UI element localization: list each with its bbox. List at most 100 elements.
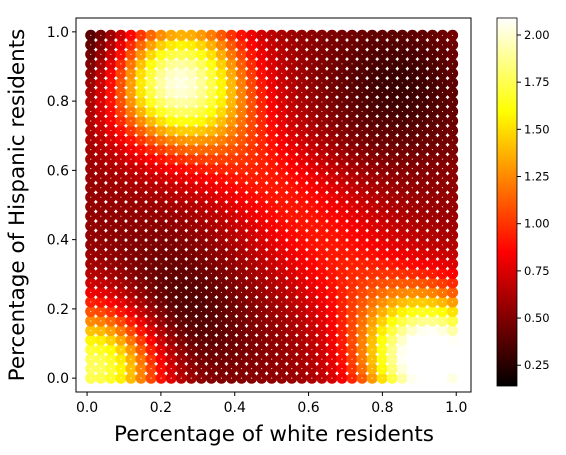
grid-marker	[271, 72, 273, 75]
grid-marker	[331, 168, 333, 170]
grid-marker	[291, 82, 293, 84]
grid-marker	[100, 320, 102, 322]
grid-marker	[411, 72, 413, 75]
grid-marker	[90, 272, 92, 274]
grid-marker	[311, 234, 313, 236]
grid-marker	[431, 91, 434, 94]
grid-marker	[180, 91, 182, 94]
grid-marker	[391, 263, 393, 265]
grid-marker	[351, 215, 353, 217]
grid-marker	[291, 72, 293, 75]
grid-marker	[90, 101, 92, 103]
grid-marker	[311, 244, 313, 246]
grid-marker	[240, 34, 243, 36]
colorbar-tick-label: 0.25	[524, 358, 550, 372]
grid-marker	[200, 63, 202, 65]
grid-marker	[371, 263, 373, 265]
grid-marker	[140, 206, 142, 208]
grid-marker	[441, 158, 444, 160]
grid-marker	[230, 148, 233, 151]
grid-marker	[401, 187, 403, 189]
grid-marker	[190, 320, 192, 322]
grid-marker	[421, 206, 423, 208]
grid-marker	[120, 177, 122, 179]
grid-marker	[200, 225, 202, 227]
grid-marker	[411, 63, 413, 65]
grid-marker	[150, 139, 152, 141]
grid-marker	[130, 196, 132, 198]
grid-marker	[391, 129, 393, 132]
grid-marker	[421, 282, 423, 284]
grid-marker	[140, 82, 142, 84]
grid-marker	[190, 348, 192, 351]
grid-marker	[90, 320, 92, 322]
grid-marker	[160, 101, 162, 103]
grid-marker	[351, 272, 353, 274]
grid-marker	[411, 129, 413, 132]
grid-marker	[391, 282, 393, 284]
grid-marker	[371, 72, 373, 75]
grid-marker	[381, 82, 383, 84]
grid-marker	[281, 368, 283, 370]
grid-marker	[451, 377, 454, 379]
grid-marker	[311, 368, 313, 370]
grid-marker	[391, 368, 393, 370]
grid-marker	[361, 53, 363, 55]
grid-marker	[391, 301, 393, 303]
grid-marker	[401, 377, 403, 379]
grid-marker	[110, 101, 112, 103]
grid-marker	[150, 348, 152, 351]
x-tick-label: 0.2	[150, 400, 172, 416]
grid-marker	[160, 63, 162, 65]
grid-marker	[100, 206, 102, 208]
grid-marker	[341, 310, 343, 313]
grid-marker	[230, 82, 233, 84]
grid-marker	[321, 215, 323, 217]
grid-marker	[401, 282, 403, 284]
grid-marker	[341, 110, 343, 113]
grid-marker	[110, 206, 112, 208]
grid-marker	[361, 272, 363, 274]
grid-marker	[351, 72, 353, 75]
grid-marker	[210, 301, 212, 303]
grid-marker	[190, 244, 192, 246]
grid-marker	[341, 34, 343, 36]
grid-marker	[240, 129, 243, 132]
grid-marker	[180, 101, 182, 103]
grid-marker	[90, 139, 92, 141]
grid-marker	[421, 215, 423, 217]
grid-marker	[441, 187, 444, 189]
grid-marker	[200, 282, 202, 284]
grid-marker	[240, 244, 243, 246]
grid-marker	[180, 234, 182, 236]
grid-marker	[331, 368, 333, 370]
grid-marker	[250, 320, 253, 322]
grid-marker	[90, 168, 92, 170]
grid-marker	[411, 253, 413, 255]
grid-marker	[401, 34, 403, 36]
grid-marker	[411, 339, 413, 341]
grid-marker	[331, 129, 333, 132]
grid-marker	[301, 120, 303, 122]
grid-marker	[250, 244, 253, 246]
grid-marker	[361, 329, 363, 332]
grid-marker	[90, 82, 92, 84]
grid-marker	[321, 358, 323, 360]
grid-marker	[210, 120, 212, 122]
grid-marker	[90, 158, 92, 160]
grid-marker	[200, 158, 202, 160]
grid-marker	[411, 348, 413, 351]
grid-marker	[391, 291, 393, 294]
grid-marker	[381, 329, 383, 332]
grid-marker	[351, 206, 353, 208]
x-tick-label: 0.6	[297, 400, 319, 416]
grid-marker	[371, 244, 373, 246]
grid-marker	[451, 310, 454, 313]
grid-marker	[371, 120, 373, 122]
grid-marker	[240, 215, 243, 217]
grid-marker	[411, 110, 413, 113]
grid-marker	[411, 168, 413, 170]
grid-marker	[230, 234, 233, 236]
grid-marker	[301, 101, 303, 103]
grid-marker	[381, 63, 383, 65]
